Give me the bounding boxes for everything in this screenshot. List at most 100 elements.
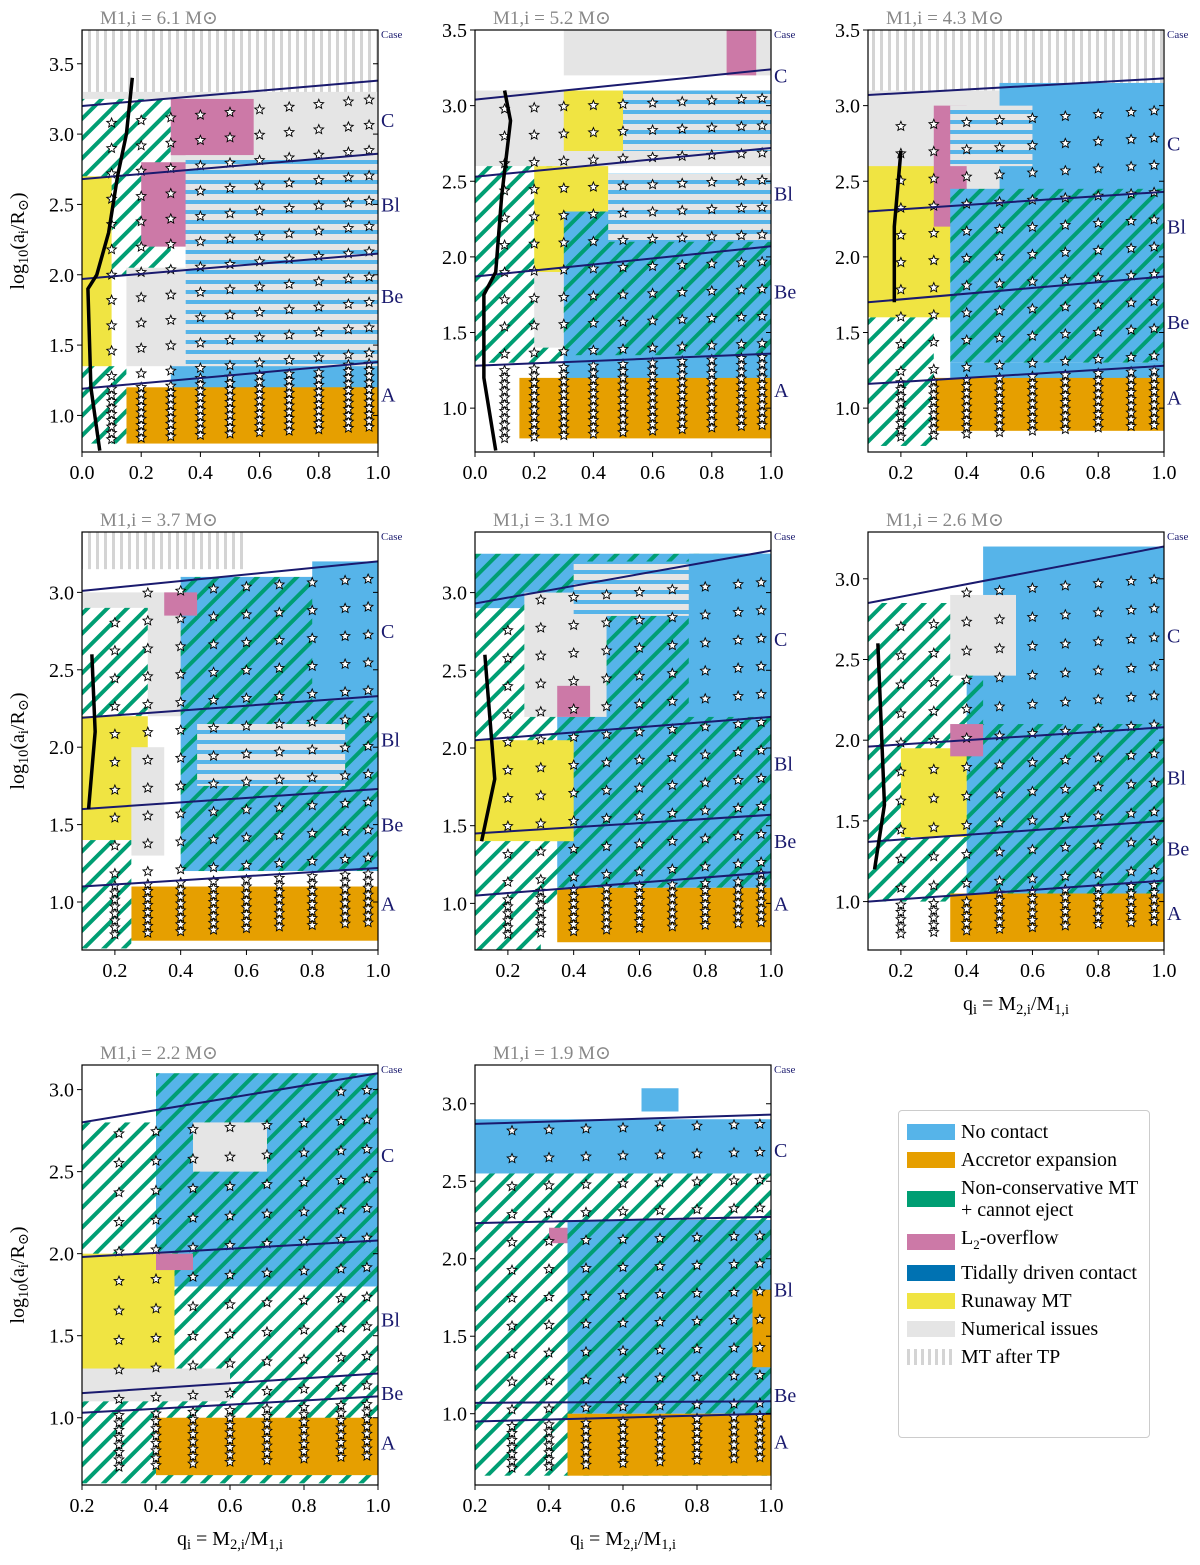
star-marker	[273, 871, 286, 884]
star-marker	[756, 173, 769, 186]
x-tick-label: 1.0	[759, 462, 784, 484]
star-marker	[339, 574, 352, 586]
region-num	[126, 267, 186, 367]
star-marker	[498, 364, 511, 376]
star-marker	[1125, 406, 1138, 418]
legend-label: Runaway MT	[961, 1290, 1072, 1312]
star-marker	[360, 1231, 373, 1243]
star-marker	[633, 894, 646, 906]
star-marker	[498, 398, 511, 410]
case-boundary-3	[475, 352, 771, 367]
star-marker	[498, 266, 511, 278]
region-tp	[82, 532, 247, 570]
star-marker	[187, 1389, 199, 1401]
star-marker	[587, 366, 600, 378]
region-acc	[567, 1413, 771, 1476]
star-marker	[1059, 912, 1072, 924]
star-marker	[498, 418, 511, 430]
star-marker	[1125, 887, 1138, 899]
star-marker	[207, 881, 220, 894]
plot-area	[475, 1088, 771, 1476]
star-marker	[528, 376, 541, 388]
star-marker	[224, 389, 236, 401]
star-marker	[298, 1382, 310, 1395]
star-marker	[1148, 131, 1161, 143]
star-marker	[699, 877, 712, 889]
star-marker	[342, 364, 355, 377]
star-marker	[600, 784, 613, 796]
star-marker	[528, 403, 541, 415]
star-marker	[1092, 374, 1105, 386]
star-marker	[755, 604, 768, 616]
star-marker	[261, 1266, 273, 1278]
star-marker	[224, 156, 236, 168]
star-marker	[362, 888, 375, 900]
star-marker	[587, 344, 600, 356]
star-marker	[135, 316, 148, 328]
star-marker	[960, 407, 973, 419]
star-marker	[567, 897, 580, 909]
region-tp	[82, 30, 378, 99]
star-marker	[1125, 909, 1138, 921]
star-marker	[735, 120, 748, 132]
star-marker	[342, 196, 355, 208]
star-marker	[362, 867, 375, 879]
star-marker	[728, 1286, 740, 1298]
legend-item-acc: Accretor expansion	[907, 1149, 1141, 1171]
star-marker	[207, 777, 220, 789]
case-label-Bl: Bl	[774, 1280, 793, 1302]
star-marker	[1026, 411, 1039, 423]
case-label-C: C	[774, 65, 787, 87]
star-marker	[506, 1375, 518, 1387]
star-marker	[498, 405, 511, 417]
y-tick-label: 3.0	[49, 582, 74, 604]
x-tick-label: 0.6	[234, 960, 259, 982]
star-marker	[557, 127, 570, 139]
star-marker	[894, 913, 907, 925]
star-marker	[312, 404, 325, 416]
star-marker	[224, 359, 236, 371]
star-marker	[1148, 391, 1161, 403]
star-marker	[506, 1236, 518, 1248]
star-marker	[732, 690, 745, 702]
star-marker	[174, 883, 187, 895]
star-marker	[587, 208, 600, 220]
star-marker	[135, 400, 148, 412]
star-marker	[141, 905, 154, 918]
star-marker	[150, 1243, 162, 1255]
x-tick-label: 0.6	[1020, 960, 1045, 982]
star-marker	[705, 380, 718, 392]
star-marker	[1148, 295, 1161, 307]
star-marker	[335, 1428, 347, 1440]
star-marker	[224, 1150, 236, 1162]
star-marker	[543, 1207, 555, 1219]
star-marker	[1092, 896, 1105, 908]
star-marker	[174, 612, 187, 624]
star-marker	[756, 371, 769, 383]
star-marker	[534, 912, 547, 924]
star-marker	[150, 1184, 162, 1196]
star-marker	[150, 1407, 162, 1419]
star-marker	[1059, 608, 1072, 620]
star-marker	[1092, 216, 1105, 229]
star-marker	[732, 917, 745, 929]
star-marker	[362, 572, 374, 585]
star-marker	[1092, 162, 1105, 174]
star-marker	[617, 398, 629, 411]
y-tick-label: 1.0	[49, 1408, 74, 1430]
star-marker	[699, 898, 712, 910]
star-marker	[306, 827, 319, 839]
star-marker	[141, 891, 154, 904]
star-marker	[567, 647, 580, 659]
star-marker	[1148, 631, 1161, 643]
star-marker	[164, 424, 177, 436]
star-marker	[298, 1146, 310, 1158]
star-marker	[1026, 640, 1039, 652]
star-marker	[1148, 900, 1161, 912]
star-marker	[298, 1430, 310, 1442]
star-marker	[646, 96, 659, 108]
star-marker	[174, 724, 187, 736]
star-marker	[587, 153, 600, 165]
star-marker	[755, 716, 768, 728]
region-pink	[164, 592, 198, 616]
